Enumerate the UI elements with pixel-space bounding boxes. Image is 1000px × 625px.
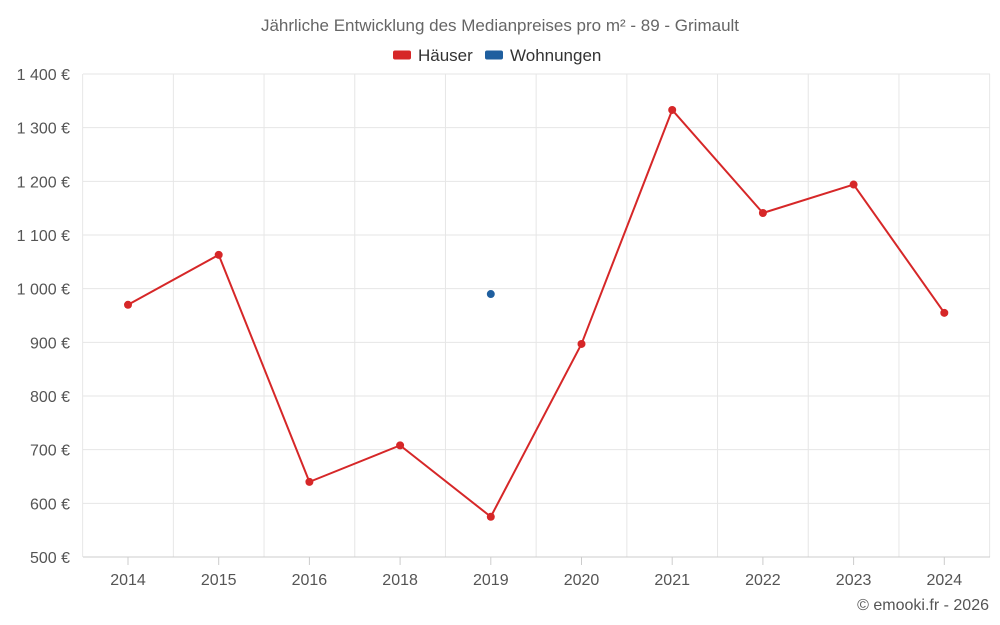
legend-label: Häuser xyxy=(418,46,473,65)
x-tick-label: 2015 xyxy=(201,572,237,589)
x-tick-label: 2024 xyxy=(927,572,963,589)
y-tick-label: 900 € xyxy=(30,335,70,352)
legend-swatch xyxy=(393,50,411,60)
data-point[interactable] xyxy=(305,477,314,486)
series-haeuser xyxy=(124,105,949,521)
data-point[interactable] xyxy=(486,290,495,299)
data-point[interactable] xyxy=(396,441,405,450)
y-tick-label: 1 200 € xyxy=(17,174,70,191)
legend-label: Wohnungen xyxy=(510,46,601,65)
x-tick-label: 2014 xyxy=(110,572,146,589)
y-tick-label: 500 € xyxy=(30,550,70,567)
y-tick-label: 1 100 € xyxy=(17,228,70,245)
data-point[interactable] xyxy=(668,105,677,114)
legend[interactable]: Häuser Wohnungen xyxy=(393,46,601,65)
legend-item-wohnungen[interactable]: Wohnungen xyxy=(485,46,601,65)
x-tick-label: 2018 xyxy=(382,572,418,589)
y-tick-label: 1 400 € xyxy=(17,67,70,84)
grid xyxy=(82,73,991,557)
series-group xyxy=(124,105,949,521)
x-tick-label: 2020 xyxy=(564,572,600,589)
x-tick-label: 2019 xyxy=(473,572,509,589)
x-tick-label: 2022 xyxy=(745,572,781,589)
legend-swatch xyxy=(485,50,503,60)
y-tick-label: 1 300 € xyxy=(17,121,70,138)
axes: 500 € 600 € 700 € 800 € 900 € 1 000 € 1 100 € 1… xyxy=(17,67,990,589)
legend-item-haeuser[interactable]: Häuser xyxy=(393,46,473,65)
chart-title: Jährliche Entwicklung des Medianpreises … xyxy=(261,16,739,35)
data-point[interactable] xyxy=(940,308,949,317)
x-tick-label: 2016 xyxy=(292,572,328,589)
data-point[interactable] xyxy=(214,250,223,259)
data-point[interactable] xyxy=(486,512,495,521)
data-point[interactable] xyxy=(577,339,586,348)
data-point[interactable] xyxy=(849,180,858,189)
x-tick-label: 2021 xyxy=(654,572,690,589)
y-tick-label: 700 € xyxy=(30,443,70,460)
series-wohnungen xyxy=(486,290,495,299)
data-point[interactable] xyxy=(758,208,767,217)
x-tick-label: 2023 xyxy=(836,572,872,589)
series-line xyxy=(127,108,946,518)
y-tick-label: 800 € xyxy=(30,389,70,406)
y-tick-label: 1 000 € xyxy=(17,282,70,299)
data-point[interactable] xyxy=(124,300,132,309)
y-tick-label: 600 € xyxy=(30,496,70,513)
credit-text: © emooki.fr - 2026 xyxy=(857,597,989,614)
